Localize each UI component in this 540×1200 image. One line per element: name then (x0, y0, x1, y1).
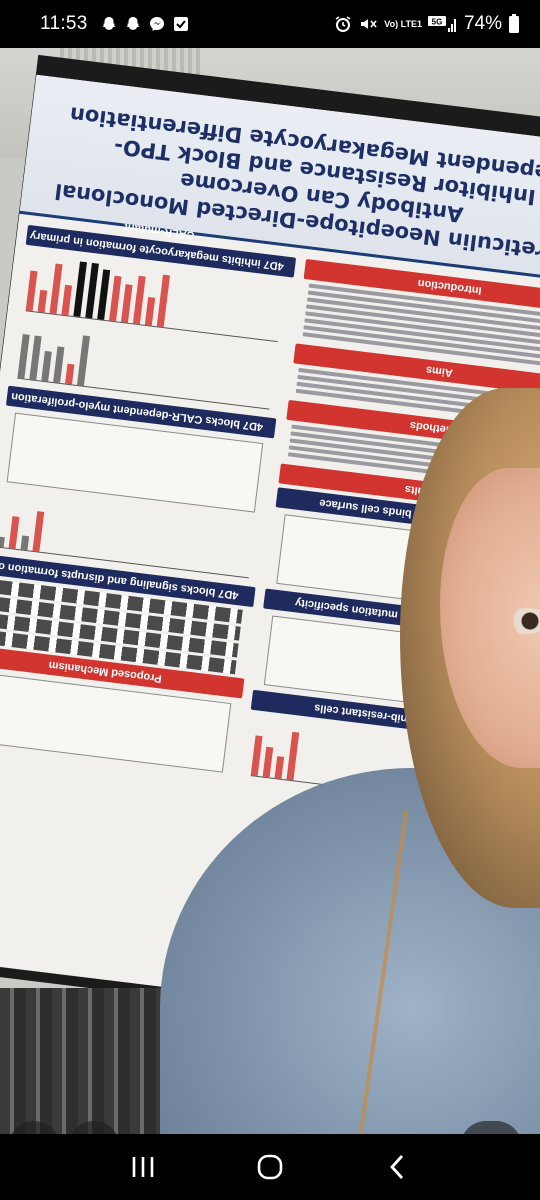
mute-icon (361, 19, 377, 29)
snapchat-icon (102, 17, 116, 30)
add-to-story-button[interactable] (68, 1121, 120, 1134)
home-icon (257, 1154, 283, 1180)
snapchat-icon (126, 17, 140, 30)
battery-icon (509, 14, 519, 33)
home-button[interactable] (246, 1143, 294, 1191)
messenger-icon (149, 17, 164, 31)
network-5g-icon: 5G (427, 16, 456, 32)
back-icon (389, 1155, 403, 1179)
svg-text:5G: 5G (432, 18, 443, 27)
battery-percent: 74% (463, 13, 502, 34)
status-bar: 11:53 Vo) LTE1 5G 74% (0, 0, 540, 48)
send-button[interactable] (460, 1121, 522, 1134)
alarm-icon (335, 16, 351, 32)
notification-icons (100, 15, 190, 33)
system-icons: Vo) LTE1 5G 74% (334, 13, 520, 35)
status-time: 11:53 (40, 13, 88, 34)
recents-button[interactable] (119, 1143, 167, 1191)
back-button[interactable] (373, 1143, 421, 1191)
checkbox-icon (173, 17, 188, 31)
navigation-bar (0, 1134, 540, 1200)
recents-icon (133, 1157, 154, 1177)
like-button[interactable] (8, 1121, 60, 1134)
story-photo: Calreticulin Neoepitope-Directed Monoclo… (0, 48, 540, 1134)
person-eye (500, 608, 540, 634)
volte-indicator: Vo) LTE1 (384, 18, 422, 29)
